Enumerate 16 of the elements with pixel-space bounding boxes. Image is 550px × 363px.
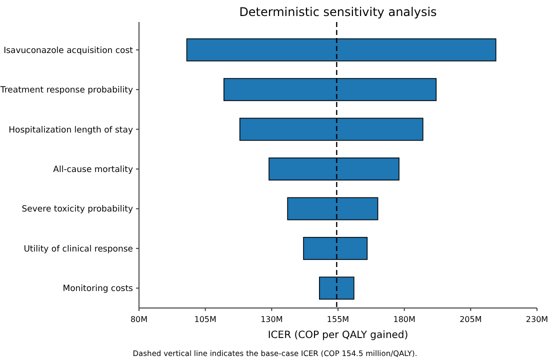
x-tick-label: 130M	[260, 315, 283, 324]
x-axis-title: ICER (COP per QALY gained)	[268, 330, 408, 341]
y-tick-label: All-cause mortality	[53, 164, 133, 175]
x-tick-label: 155M	[326, 315, 350, 324]
x-tick-label: 230M	[526, 315, 548, 324]
y-tick-label: Isavuconazole acquisition cost	[4, 46, 134, 56]
x-tick-label: 205M	[460, 315, 482, 324]
x-tick-label: 180M	[393, 315, 416, 324]
x-tick-label: 105M	[194, 315, 217, 324]
y-tick-label: Hospitalization length of stay	[8, 125, 133, 136]
y-tick-label: Treatment response probability	[0, 86, 133, 96]
chart-title: Deterministic sensitivity analysis	[239, 5, 437, 19]
y-tick-label: Severe toxicity probability	[22, 204, 133, 215]
y-tick-label: Utility of clinical response	[24, 244, 133, 254]
y-tick-label: Monitoring costs	[62, 284, 134, 294]
x-tick-label: 80M	[130, 315, 148, 324]
